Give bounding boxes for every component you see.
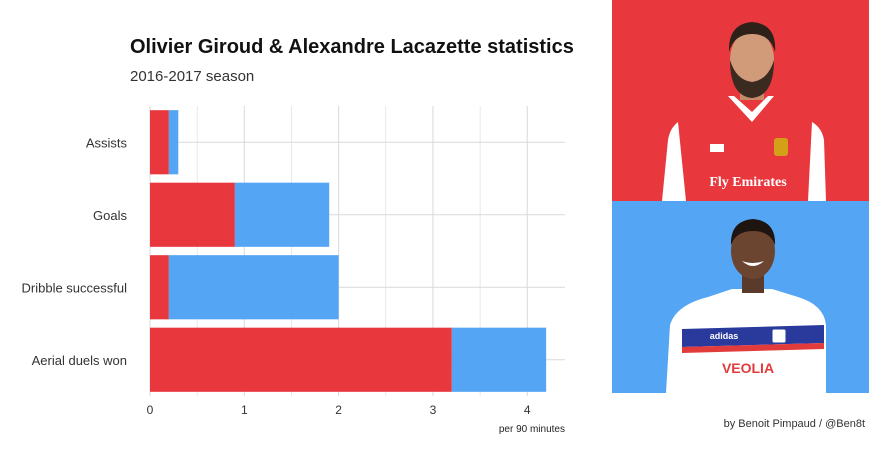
beard [730, 60, 774, 98]
bar-chart: Assists Goals Dribble successful Aerial due… [22, 106, 565, 435]
club-crest-icon [771, 328, 787, 344]
credit-text: by Benoit Pimpaud / @Ben8t [723, 418, 865, 430]
x-tick-labels: 0 1 2 3 4 [147, 403, 531, 417]
shirt-collar [728, 96, 774, 122]
x-tick-label: 4 [524, 403, 531, 417]
club-crest-icon [774, 138, 788, 156]
bar-giroud-goals [150, 182, 235, 247]
chart-title: Olivier Giroud & Alexandre Lacazette sta… [130, 36, 574, 58]
x-tick-label: 3 [430, 403, 437, 417]
shirt-sleeve-left [662, 122, 686, 201]
face [731, 223, 775, 279]
x-axis-label: per 90 minutes [499, 424, 565, 435]
player-panel-giroud: Fly Emirates [612, 0, 869, 201]
bar-lacazette-dribble-successful [168, 255, 339, 320]
shirt-stripe [682, 325, 824, 347]
bar-lacazette-goals [234, 182, 330, 247]
kit-brand-text: adidas [710, 331, 739, 341]
category-labels: Assists Goals Dribble successful Aerial due… [22, 135, 128, 368]
shirt-sponsor-text: Fly Emirates [709, 175, 787, 190]
player-portrait-giroud: Fly Emirates [612, 0, 869, 201]
smile [742, 261, 764, 266]
bar-lacazette-aerial-duels-won [451, 327, 547, 392]
x-tick-label: 1 [241, 403, 248, 417]
x-tick-label: 2 [335, 403, 342, 417]
face [730, 30, 774, 90]
category-label: Dribble successful [22, 280, 128, 295]
bar-lacazette-assists [168, 110, 179, 175]
kit-brand-icon [710, 144, 724, 152]
player-portrait-lacazette: adidas VEOLIA [612, 201, 869, 393]
hair [728, 22, 776, 52]
shirt-stripe-red [682, 343, 824, 353]
category-label: Goals [93, 208, 127, 223]
hair [730, 219, 776, 245]
x-tick-label: 0 [147, 403, 154, 417]
red-shirt [662, 96, 826, 201]
shirt-sleeve-right [808, 122, 826, 201]
bar-giroud-assists [150, 110, 169, 175]
category-label: Aerial duels won [32, 353, 127, 368]
shirt-sponsor-text: VEOLIA [722, 360, 774, 376]
category-label: Assists [86, 135, 128, 150]
bars [150, 110, 547, 392]
chart-subtitle: 2016-2017 season [130, 68, 255, 85]
player-panel-lacazette: adidas VEOLIA [612, 201, 869, 393]
bar-giroud-dribble-successful [150, 255, 169, 320]
bar-giroud-aerial-duels-won [150, 327, 452, 392]
